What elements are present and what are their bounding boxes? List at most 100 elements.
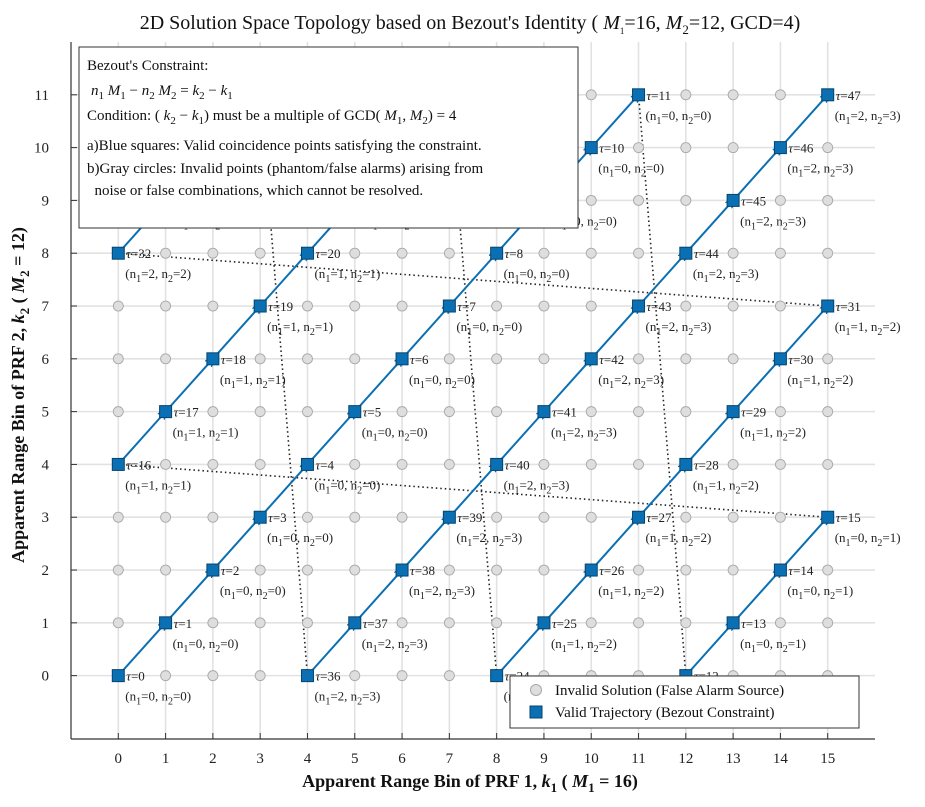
valid-point — [159, 616, 173, 630]
invalid-point — [633, 617, 644, 629]
invalid-point — [538, 458, 550, 470]
n-text: =0) — [551, 266, 569, 281]
n-text: =2, n — [330, 689, 357, 704]
invalid-point — [491, 564, 503, 576]
valid-point — [679, 457, 693, 471]
n-subscript: 2 — [830, 169, 835, 180]
tau-symbol: τ — [694, 246, 700, 261]
n-text: =1) — [268, 372, 286, 387]
n-text: (n — [740, 213, 751, 228]
n-subscript: 2 — [641, 591, 646, 602]
n-subscript: 1 — [609, 380, 614, 391]
invalid-point — [160, 300, 172, 312]
n-text: (n — [598, 372, 609, 387]
tau-label: τ=7 — [457, 299, 476, 314]
n-text: =3) — [835, 161, 853, 176]
invalid-point — [680, 194, 692, 206]
n-text: (n — [220, 583, 231, 598]
x-tick-label: 4 — [304, 751, 312, 767]
trajectory-segment — [685, 200, 733, 254]
trajectory-segment — [401, 517, 449, 571]
n-text: =1, n — [614, 583, 641, 598]
valid-point — [111, 457, 125, 471]
tau-value: =27 — [651, 510, 672, 525]
n-text: =0, n — [614, 161, 641, 176]
tau-value: =15 — [840, 510, 860, 525]
invalid-point — [112, 617, 124, 629]
invalid-point — [160, 247, 172, 259]
tau-symbol: τ — [836, 510, 842, 525]
invalid-point — [633, 247, 644, 259]
n-subscript: 2 — [168, 485, 173, 496]
invalid-point — [160, 353, 172, 365]
n-subscript: 1 — [325, 274, 330, 285]
invalid-point — [491, 300, 503, 312]
trajectory-segment — [212, 306, 260, 360]
invalid-point — [207, 670, 219, 682]
n-text: =1) — [315, 319, 333, 334]
tau-value: =28 — [698, 457, 718, 472]
n-subscript: 2 — [877, 327, 882, 338]
invalid-point — [396, 406, 408, 418]
y-tick-label: 4 — [42, 457, 50, 473]
n-label: (n1=2, n2=3) — [835, 108, 901, 127]
invalid-point — [585, 89, 597, 101]
tau-value: =14 — [793, 563, 814, 578]
invalid-point — [254, 353, 266, 365]
trajectory-segment — [448, 253, 496, 307]
n-label: (n1=1, n2=1) — [220, 372, 286, 391]
n-subscript: 1 — [609, 169, 614, 180]
n-label: (n1=2, n2=3) — [787, 161, 853, 180]
invalid-point — [349, 564, 361, 576]
invalid-point — [822, 142, 834, 154]
invalid-point — [680, 142, 692, 154]
invalid-point — [633, 406, 644, 418]
n-subscript: 2 — [310, 538, 315, 549]
n-text: =3) — [504, 530, 522, 545]
invalid-point — [822, 617, 834, 629]
n-text: =0) — [220, 636, 238, 651]
n-subscript: 2 — [641, 380, 646, 391]
invalid-point — [491, 353, 503, 365]
n-subscript: 1 — [656, 538, 661, 549]
x-tick-label: 12 — [678, 751, 693, 767]
point-labels: τ=0(n1=0, n2=0)τ=1(n1=0, n2=0)τ=2(n1=0, … — [125, 88, 900, 708]
valid-point — [348, 616, 362, 630]
chart-title: 2D Solution Space Topology based on Bezo… — [140, 12, 801, 37]
tau-symbol: τ — [174, 405, 180, 420]
n-subscript: 2 — [594, 433, 599, 444]
tau-label: τ=39 — [457, 510, 482, 525]
n-text: =0, n — [330, 477, 357, 492]
invalid-point — [207, 406, 219, 418]
invalid-point — [207, 617, 219, 629]
x-tick-label: 8 — [493, 751, 501, 767]
n-subscript: 1 — [278, 538, 283, 549]
valid-point — [632, 299, 646, 313]
tau-value: =46 — [793, 141, 814, 156]
n-text: =0, n — [188, 636, 215, 651]
n-subscript: 2 — [688, 116, 693, 127]
valid-point — [537, 616, 551, 630]
invalid-point — [302, 564, 313, 576]
n-text: =0, n — [141, 689, 168, 704]
invalid-point — [680, 353, 692, 365]
tau-symbol: τ — [788, 563, 794, 578]
x-tick-label: 9 — [540, 751, 548, 767]
tau-value: =42 — [604, 352, 624, 367]
invalid-point — [396, 670, 408, 682]
n-subscript: 1 — [514, 485, 519, 496]
n-text: =2) — [788, 425, 806, 440]
n-subscript: 2 — [404, 644, 409, 655]
trajectory-segment — [590, 95, 638, 149]
invalid-point — [254, 458, 266, 470]
text-box-frame — [78, 46, 579, 229]
n-subscript: 1 — [656, 116, 661, 127]
n-subscript: 1 — [183, 644, 188, 655]
invalid-point — [822, 353, 834, 365]
n-subscript: 1 — [562, 644, 567, 655]
invalid-point — [396, 458, 408, 470]
n-subscript: 2 — [783, 221, 788, 232]
n-label: (n1=2, n2=3) — [598, 372, 664, 391]
n-label: (n1=2, n2=3) — [456, 530, 522, 549]
invalid-point — [443, 353, 455, 365]
